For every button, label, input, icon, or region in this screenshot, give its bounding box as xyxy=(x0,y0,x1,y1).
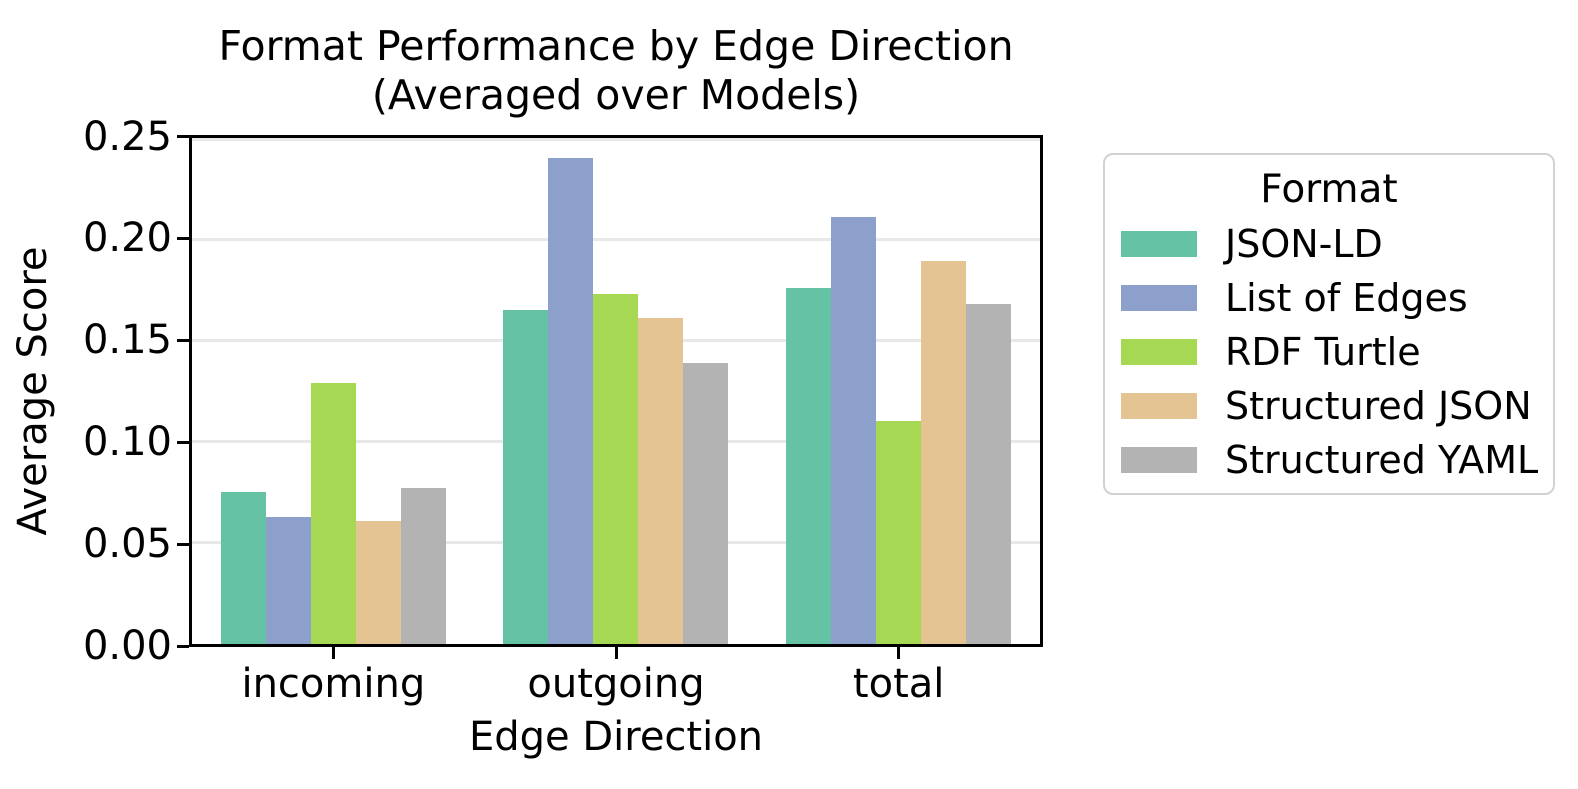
x-tick-incoming xyxy=(331,647,335,659)
y-tick-0.20 xyxy=(177,236,189,240)
x-axis-label: Edge Direction xyxy=(468,714,764,760)
legend-swatch-structured-yaml xyxy=(1121,447,1197,473)
bar-total-rdf-turtle xyxy=(876,421,922,644)
y-tick-label-0.15: 0.15 xyxy=(82,317,172,364)
x-tick-outgoing xyxy=(614,647,618,659)
y-tick-0.25 xyxy=(177,135,189,138)
gridline-0.2 xyxy=(192,237,1040,241)
legend-item-list-of-edges: List of Edges xyxy=(1105,271,1553,325)
legend-label-rdf-turtle: RDF Turtle xyxy=(1225,330,1421,374)
bar-outgoing-list-of-edges xyxy=(548,158,594,644)
legend-item-json-ld: JSON-LD xyxy=(1105,217,1553,271)
bar-total-structured-json xyxy=(921,261,967,644)
x-tick-label-outgoing: outgoing xyxy=(527,661,705,707)
legend-swatch-structured-json xyxy=(1121,393,1197,419)
bar-group-incoming xyxy=(192,138,475,644)
bar-total-list-of-edges xyxy=(831,216,877,644)
legend-item-rdf-turtle: RDF Turtle xyxy=(1105,325,1553,379)
x-tick-label-incoming: incoming xyxy=(241,661,426,707)
legend: Format JSON-LD List of Edges RDF Turtle Str… xyxy=(1103,153,1555,495)
bar-total-structured-yaml xyxy=(966,303,1012,644)
gridline-0.25 xyxy=(192,138,1040,141)
bar-outgoing-rdf-turtle xyxy=(593,293,639,644)
bar-incoming-structured-json xyxy=(355,520,401,644)
chart-title-line2: (Averaged over Models) xyxy=(371,71,861,119)
legend-swatch-list-of-edges xyxy=(1121,285,1197,311)
y-tick-label-0.05: 0.05 xyxy=(82,521,172,568)
legend-title: Format xyxy=(1260,167,1398,212)
chart-title-line1: Format Performance by Edge Direction xyxy=(218,22,1014,70)
x-tick-label-total: total xyxy=(852,661,945,707)
y-tick-0.10 xyxy=(177,440,189,444)
legend-swatch-json-ld xyxy=(1121,231,1197,257)
bar-group-outgoing xyxy=(475,138,758,644)
y-tick-0.00 xyxy=(177,644,189,648)
bar-outgoing-json-ld xyxy=(503,310,549,644)
y-tick-label-0.25: 0.25 xyxy=(82,113,172,160)
legend-swatch-rdf-turtle xyxy=(1121,339,1197,365)
plot-area xyxy=(189,135,1043,647)
y-tick-0.15 xyxy=(177,338,189,342)
x-tick-total xyxy=(897,647,901,659)
legend-item-structured-json: Structured JSON xyxy=(1105,379,1553,433)
bar-incoming-structured-yaml xyxy=(400,488,446,644)
legend-items: JSON-LD List of Edges RDF Turtle Structured… xyxy=(1105,217,1553,487)
y-tick-label-0.00: 0.00 xyxy=(82,623,172,669)
legend-label-list-of-edges: List of Edges xyxy=(1225,276,1468,320)
y-axis-label: Average Score xyxy=(10,246,56,536)
legend-label-structured-yaml: Structured YAML xyxy=(1225,438,1539,482)
y-tick-0.05 xyxy=(177,542,189,546)
bar-incoming-list-of-edges xyxy=(265,516,311,644)
bar-group-total xyxy=(757,138,1040,644)
bar-outgoing-structured-yaml xyxy=(683,362,729,644)
legend-label-json-ld: JSON-LD xyxy=(1225,222,1383,266)
chart-title: Format Performance by Edge Direction (Av… xyxy=(189,22,1043,120)
bar-total-json-ld xyxy=(786,287,832,644)
legend-label-structured-json: Structured JSON xyxy=(1225,384,1532,428)
bar-outgoing-structured-json xyxy=(638,318,684,644)
y-tick-label-0.20: 0.20 xyxy=(82,215,172,262)
legend-item-structured-yaml: Structured YAML xyxy=(1105,433,1553,487)
bar-incoming-json-ld xyxy=(220,492,266,644)
y-tick-label-0.10: 0.10 xyxy=(82,419,172,466)
bar-incoming-rdf-turtle xyxy=(310,382,356,644)
